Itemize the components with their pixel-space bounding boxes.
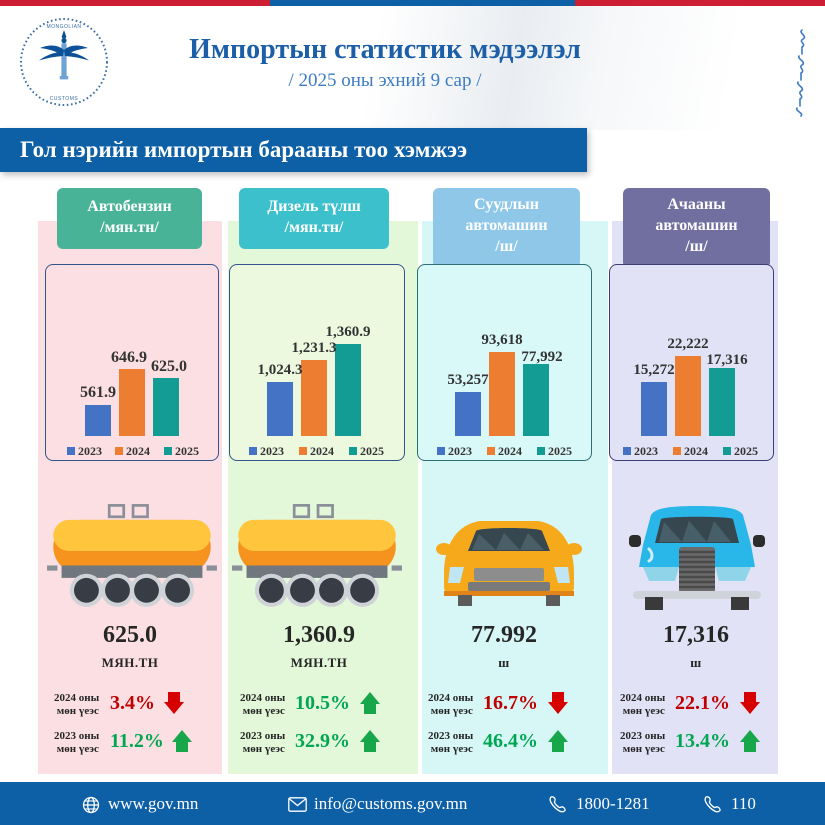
svg-text:1,360.9: 1,360.9 [326,324,371,340]
svg-text:93,618: 93,618 [481,332,522,348]
svg-text:CUSTOMS: CUSTOMS [50,96,79,102]
svg-text:2023: 2023 [78,444,102,458]
svg-text:2025: 2025 [175,444,199,458]
svg-text:2024: 2024 [684,444,708,458]
svg-text:1,024.3: 1,024.3 [258,362,303,378]
svg-text:2025: 2025 [548,444,572,458]
svg-text:2024: 2024 [126,444,150,458]
svg-text:2024: 2024 [310,444,334,458]
svg-text:2025: 2025 [734,444,758,458]
svg-text:MONGOLIAN: MONGOLIAN [46,24,81,30]
svg-text:15,272: 15,272 [633,362,674,378]
svg-text:17,316: 17,316 [706,352,748,368]
svg-text:77,992: 77,992 [521,349,562,365]
svg-text:625.0: 625.0 [151,358,187,375]
svg-text:2023: 2023 [448,444,472,458]
svg-text:561.9: 561.9 [80,384,116,401]
svg-text:2023: 2023 [260,444,284,458]
svg-text:2025: 2025 [360,444,384,458]
svg-text:2024: 2024 [498,444,522,458]
svg-text:22,222: 22,222 [667,336,708,352]
svg-text:1,231.3: 1,231.3 [292,340,337,356]
svg-text:646.9: 646.9 [111,349,147,366]
svg-text:53,257: 53,257 [447,372,489,388]
svg-text:2023: 2023 [634,444,658,458]
